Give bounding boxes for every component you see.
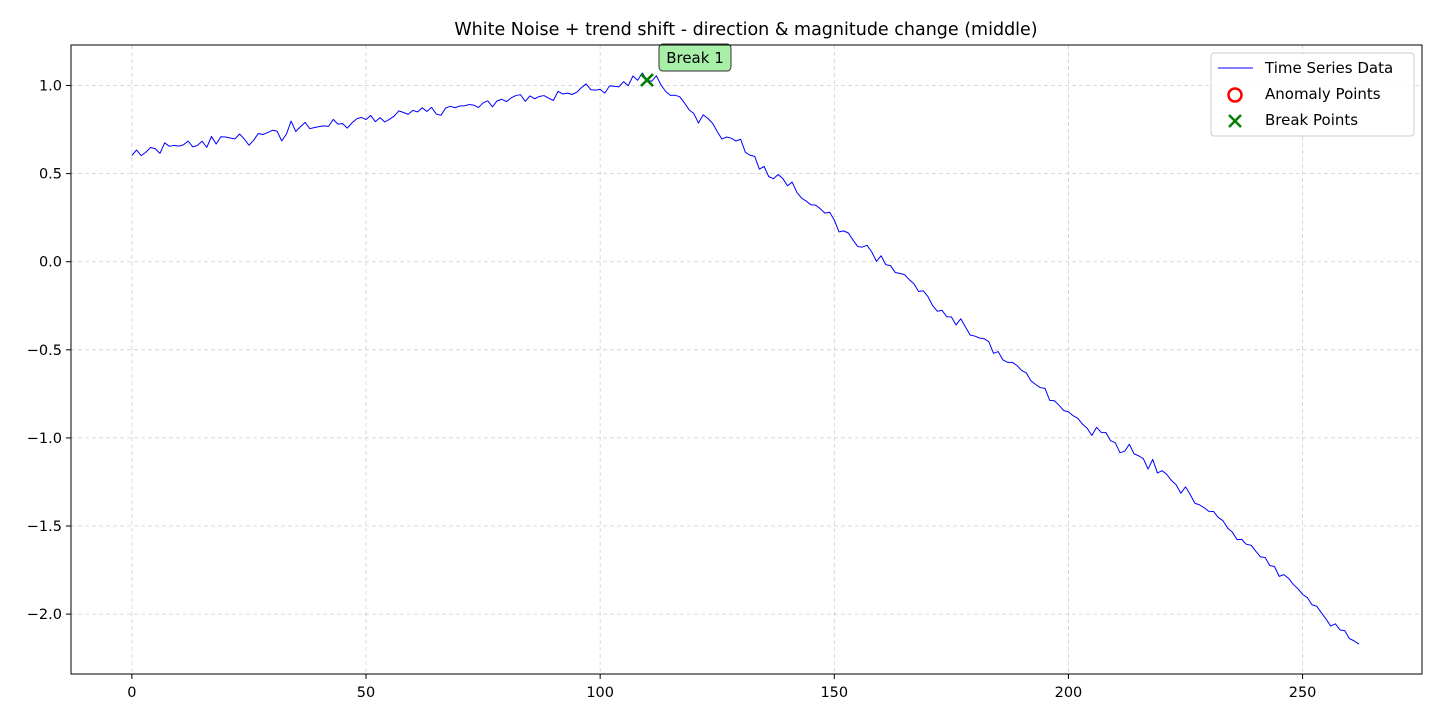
axis-ticks: 0 50 100 150 200 250 1.0 0.5 0.0 −0.5 −1.0 −1.5 −2.0 — [27, 79, 1317, 701]
y-tick-label: 1.0 — [39, 79, 62, 95]
grid — [71, 45, 1422, 674]
legend-label: Break Points — [1265, 111, 1358, 129]
legend-label: Anomaly Points — [1265, 85, 1381, 103]
annotations: Break 1 — [640, 43, 732, 87]
y-tick-label: −2.0 — [27, 607, 62, 623]
series-layer — [131, 72, 1360, 645]
x-tick-label: 50 — [357, 685, 375, 701]
plot-frame — [70, 44, 1423, 675]
x-tick-label: 150 — [820, 685, 848, 701]
legend-x-swatch — [1228, 114, 1242, 128]
series-line — [131, 72, 1360, 645]
legend: Time Series Data Anomaly Points Break Poin… — [1210, 52, 1415, 137]
y-tick-label: −1.5 — [27, 519, 62, 535]
y-tick-label: 0.5 — [39, 167, 62, 183]
y-tick-label: 0.0 — [39, 255, 62, 271]
chart-title: White Noise + trend shift - direction & … — [454, 20, 1037, 40]
break-label-box — [658, 43, 732, 72]
break-label: Break 1 — [666, 49, 724, 67]
y-tick-label: −1.0 — [27, 431, 62, 447]
x-tick-label: 200 — [1055, 685, 1083, 701]
legend-box — [1210, 52, 1415, 137]
x-tick-label: 100 — [586, 685, 614, 701]
break-point-marker — [640, 73, 654, 87]
x-tick-label: 0 — [127, 685, 136, 701]
legend-circle-swatch — [1227, 87, 1243, 103]
x-tick-label: 250 — [1289, 685, 1317, 701]
y-tick-label: −0.5 — [27, 343, 62, 359]
legend-label: Time Series Data — [1264, 59, 1393, 77]
